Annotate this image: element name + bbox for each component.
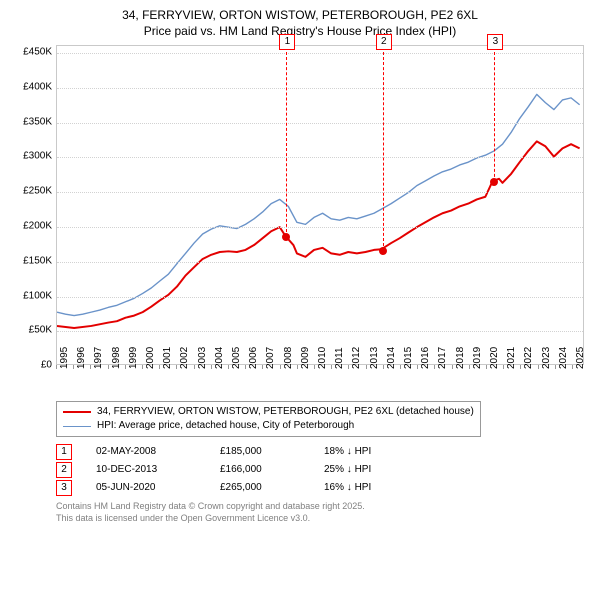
gridline-h [57, 157, 583, 158]
plot-area: 123 [56, 45, 584, 365]
x-tick-label: 1996 [76, 347, 87, 369]
sale-row-number: 2 [56, 462, 72, 478]
x-tick-label: 2004 [214, 347, 225, 369]
sale-row: 3 05-JUN-2020 £265,000 16% ↓ HPI [56, 479, 588, 497]
sale-marker-point [379, 247, 387, 255]
gridline-h [57, 53, 583, 54]
gridline-h [57, 297, 583, 298]
y-tick-label: £0 [41, 360, 52, 371]
gridline-h [57, 123, 583, 124]
footer-line-1: Contains HM Land Registry data © Crown c… [56, 501, 588, 513]
x-tick-label: 2000 [145, 347, 156, 369]
footer: Contains HM Land Registry data © Crown c… [56, 501, 588, 524]
x-tick-label: 2014 [386, 347, 397, 369]
y-tick-label: £350K [23, 116, 52, 127]
sale-delta: 18% ↓ HPI [324, 443, 371, 461]
sale-marker-number: 2 [376, 34, 392, 50]
legend-row: HPI: Average price, detached house, City… [63, 419, 474, 433]
sale-row-number: 3 [56, 480, 72, 496]
x-tick-label: 2022 [523, 347, 534, 369]
x-tick-label: 2013 [369, 347, 380, 369]
x-tick-label: 2023 [541, 347, 552, 369]
gridline-h [57, 262, 583, 263]
sale-date: 02-MAY-2008 [96, 443, 196, 461]
y-tick-label: £150K [23, 255, 52, 266]
y-tick-label: £100K [23, 290, 52, 301]
x-tick-label: 2007 [265, 347, 276, 369]
x-tick-label: 1997 [93, 347, 104, 369]
x-tick-label: 2003 [197, 347, 208, 369]
x-axis: 1995199619971998199920002001200220032004… [56, 365, 584, 395]
gridline-h [57, 88, 583, 89]
title-line-1: 34, FERRYVIEW, ORTON WISTOW, PETERBOROUG… [12, 8, 588, 24]
sales-table: 1 02-MAY-2008 £185,000 18% ↓ HPI 2 10-DEC-201… [56, 443, 588, 497]
x-tick-label: 2001 [162, 347, 173, 369]
x-tick-label: 2024 [558, 347, 569, 369]
x-tick-label: 2019 [472, 347, 483, 369]
x-tick-label: 2008 [283, 347, 294, 369]
x-tick-label: 2017 [437, 347, 448, 369]
sale-date: 05-JUN-2020 [96, 479, 196, 497]
legend-label: HPI: Average price, detached house, City… [97, 419, 354, 433]
x-tick-label: 2015 [403, 347, 414, 369]
y-tick-label: £300K [23, 151, 52, 162]
legend-label: 34, FERRYVIEW, ORTON WISTOW, PETERBOROUG… [97, 405, 474, 419]
footer-line-2: This data is licensed under the Open Gov… [56, 513, 588, 525]
legend-swatch [63, 426, 91, 427]
gridline-h [57, 331, 583, 332]
x-tick-label: 2006 [248, 347, 259, 369]
x-tick-label: 2020 [489, 347, 500, 369]
x-tick-label: 2021 [506, 347, 517, 369]
gridline-h [57, 192, 583, 193]
series-line [57, 142, 580, 329]
series-line [57, 95, 580, 316]
gridline-h [57, 227, 583, 228]
chart-lines [57, 46, 583, 364]
x-tick-label: 1999 [128, 347, 139, 369]
chart-container: 34, FERRYVIEW, ORTON WISTOW, PETERBOROUG… [0, 0, 600, 529]
x-tick-label: 2009 [300, 347, 311, 369]
sale-marker-number: 3 [487, 34, 503, 50]
x-tick-label: 2012 [351, 347, 362, 369]
sale-delta: 16% ↓ HPI [324, 479, 371, 497]
x-tick-label: 2025 [575, 347, 586, 369]
legend-row: 34, FERRYVIEW, ORTON WISTOW, PETERBOROUG… [63, 405, 474, 419]
y-axis: £0£50K£100K£150K£200K£250K£300K£350K£400… [12, 45, 56, 365]
sale-date: 10-DEC-2013 [96, 461, 196, 479]
chart-area: £0 £50K £100K £150K £200K £250K £300K £350K £400… [12, 45, 588, 395]
sale-price: £166,000 [220, 461, 300, 479]
sale-marker-number: 1 [279, 34, 295, 50]
sale-marker-point [490, 178, 498, 186]
x-tick-label: 1995 [59, 347, 70, 369]
y-tick-label: £50K [29, 325, 52, 336]
x-tick-label: 2011 [334, 348, 345, 370]
x-tick-label: 2016 [420, 347, 431, 369]
sale-price: £265,000 [220, 479, 300, 497]
sale-delta: 25% ↓ HPI [324, 461, 371, 479]
sale-price: £185,000 [220, 443, 300, 461]
sale-row: 2 10-DEC-2013 £166,000 25% ↓ HPI [56, 461, 588, 479]
sale-row-number: 1 [56, 444, 72, 460]
x-tick-label: 2010 [317, 347, 328, 369]
legend: 34, FERRYVIEW, ORTON WISTOW, PETERBOROUG… [56, 401, 481, 437]
y-tick-label: £200K [23, 221, 52, 232]
y-tick-label: £450K [23, 47, 52, 58]
legend-swatch [63, 411, 91, 413]
x-tick-label: 1998 [111, 347, 122, 369]
y-tick-label: £250K [23, 186, 52, 197]
y-tick-label: £400K [23, 81, 52, 92]
sale-row: 1 02-MAY-2008 £185,000 18% ↓ HPI [56, 443, 588, 461]
sale-marker-point [282, 233, 290, 241]
x-tick-label: 2018 [455, 347, 466, 369]
x-tick-label: 2005 [231, 347, 242, 369]
x-tick-label: 2002 [179, 347, 190, 369]
